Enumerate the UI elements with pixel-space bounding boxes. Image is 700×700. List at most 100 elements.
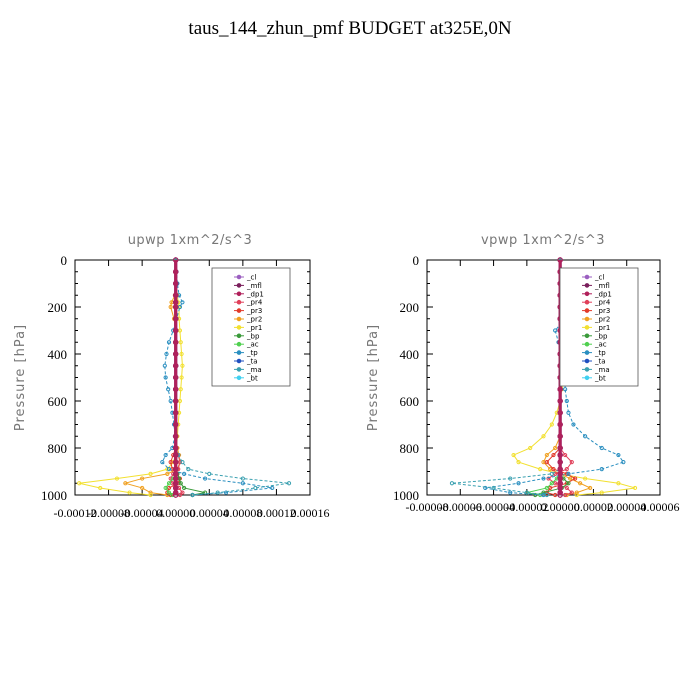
series-point_ma [286,481,292,486]
series-point_pr3 [573,476,578,481]
series-point_tp [541,476,546,481]
legend-label: _pr1 [594,324,610,332]
legend-marker [236,299,242,305]
legend-marker [236,341,242,347]
series-point_ac [166,481,172,486]
series-point_pr1 [528,445,533,451]
figure-title: taus_144_zhun_pmf BUDGET at325E,0N [188,18,512,39]
series-point_ma [524,490,529,495]
y-tick-label: 1000 [393,488,419,503]
x-tick-label: 0.00000 [541,500,580,514]
series-point_ma [253,485,258,491]
series-point_dp1 [557,445,563,451]
legend-label: _tp [594,349,606,357]
legend-label: _tp [246,349,258,357]
series-point_pr1 [77,481,82,486]
y-tick-label: 0 [61,253,68,268]
series-point_pr1 [516,460,521,465]
series-point_dp1 [557,386,563,392]
x-tick-label: -0.00006 [439,500,482,514]
panel-vpwp: vpwp 1xm^2/s^3 Pressure [hPa] 0 200 400 600 80… [366,233,680,514]
series-point_dp1 [173,489,179,496]
y-tick-label: 400 [400,347,420,362]
series-point_pr1 [180,363,185,368]
x-tick-label: 0.00000 [156,506,195,520]
series-point_ma [190,492,195,498]
legend-marker [236,316,242,322]
series-point_tp [166,340,172,345]
series-point_ma [240,476,245,481]
series-point_dp1 [173,421,179,428]
legend-label: _mfl [594,282,610,290]
legend-marker [236,375,242,381]
series-point_dp1 [173,327,179,334]
x-tick-label: 0.00004 [607,500,646,514]
series-point_pr2 [544,452,549,458]
series-point_bp [178,481,183,486]
series-point_dp1 [173,257,179,263]
y-tick-label: 0 [413,253,420,268]
series-point_tp [160,460,165,465]
series-point_ma [207,471,212,476]
series-point_pr4 [546,476,551,481]
series-point_ma [508,476,513,481]
panel-upwp: upwp 1xm^2/s^3 Pressure [hPa] 0 200 400 600 80… [13,233,330,520]
legend-label: _bt [594,374,606,382]
series-point_pr4 [564,467,569,472]
legend-marker [584,274,590,280]
series-point_dp1 [173,292,179,298]
series-point_pr2 [574,490,579,495]
series-point_ma [186,467,191,472]
series-point_tp [270,485,275,491]
series-point_pr3 [168,460,173,465]
x-tick-label: 0.00006 [641,500,680,514]
y-tick-label: 400 [48,347,68,362]
series-point_pr2 [588,485,593,491]
legend-marker [236,291,242,297]
series-point_pr3 [551,467,556,472]
legend-label: _ac [594,341,607,349]
legend-label: _dp1 [594,290,612,298]
legend-marker [236,350,242,355]
series-point_pr1 [148,492,153,498]
legend-label: _pr3 [246,307,262,315]
series-point_pr1 [127,490,132,495]
series-point_dp1 [173,280,179,287]
series-point_ma [449,481,455,486]
series-point_pr1 [538,467,543,472]
series-point_bp [566,481,571,486]
series-point_dp1 [173,304,179,310]
series-point_ma [549,471,554,476]
panel-title: vpwp 1xm^2/s^3 [481,233,605,248]
series-point_pr2 [123,481,128,486]
y-tick-label: 800 [48,441,68,456]
legend-marker [584,333,590,339]
x-tick-label: 0.00008 [223,506,262,520]
series-point_tp [163,375,168,380]
series-point_pr2 [165,471,170,476]
series-point_tp [163,452,168,458]
series-point_pr3 [553,492,558,498]
series-line_tp [485,259,625,496]
legend-marker [236,308,242,313]
series-point_tp [616,452,621,458]
legend-marker [584,283,590,288]
series-point_tp [566,410,571,415]
series-point_pr1 [632,485,638,491]
series-point_pr1 [574,492,579,498]
legend-marker [584,316,590,322]
x-tick-label: 0.00012 [257,506,296,520]
y-tick-label: 800 [400,441,420,456]
y-tick-label: 200 [48,300,68,315]
series-point_pr2 [148,490,153,495]
series-point_dp1 [173,492,179,498]
y-axis-label: Pressure [hPa] [13,324,28,431]
series-point_pr4 [168,476,173,481]
series-point_dp1 [557,421,563,428]
series-point_pr4 [569,490,574,495]
series-point_pr4 [180,490,185,495]
y-tick-label: 600 [400,394,420,409]
series-point_dp1 [173,351,179,357]
series-point_tp [553,328,558,333]
series-point_dp1 [173,316,179,322]
